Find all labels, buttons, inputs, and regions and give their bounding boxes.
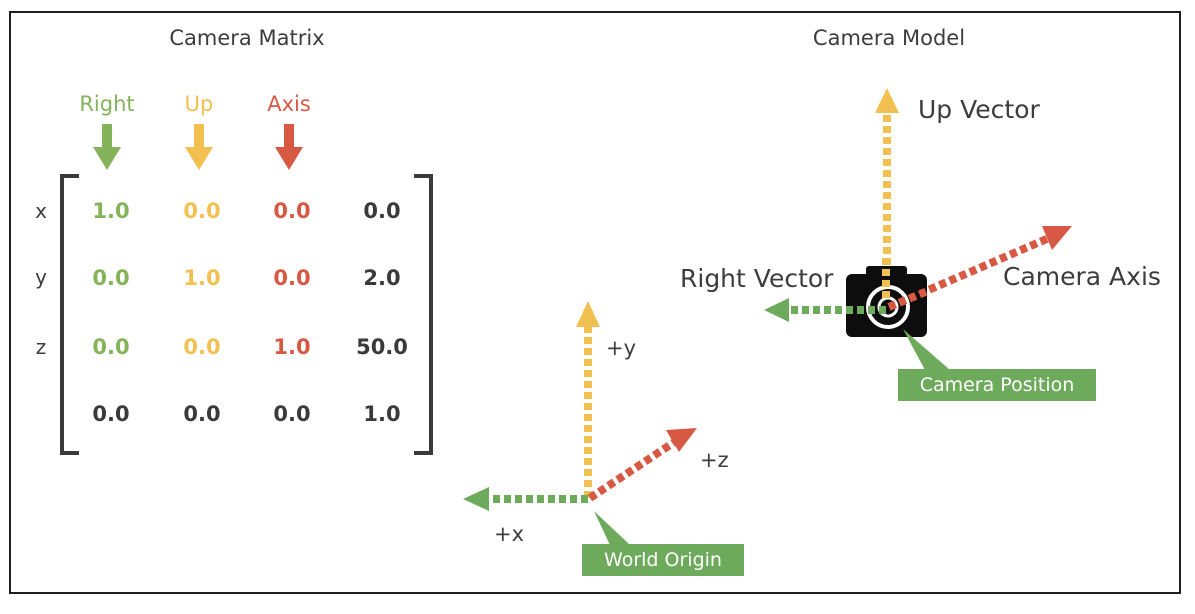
right-vector-label: Right Vector — [680, 264, 834, 293]
camera-position-label: Camera Position — [920, 374, 1075, 396]
matrix-row: 0.0 0.0 1.0 50.0 — [92, 335, 408, 359]
up-down-arrow-icon — [185, 124, 213, 170]
camera-position-callout: Camera Position — [898, 329, 1096, 401]
world-origin-label: World Origin — [604, 549, 722, 571]
matrix-row: 0.0 1.0 0.0 2.0 — [92, 266, 400, 290]
matrix-cell: 0.0 — [92, 402, 129, 426]
matrix-cell: 0.0 — [183, 199, 220, 223]
row-label-y: y — [35, 265, 47, 289]
column-header-right: Right — [79, 92, 134, 116]
matrix-cell: 50.0 — [356, 335, 408, 359]
world-y-axis-arrow — [576, 301, 600, 498]
column-header-up: Up — [185, 92, 214, 116]
matrix-cell: 2.0 — [363, 266, 400, 290]
matrix-cell: 0.0 — [183, 335, 220, 359]
camera-icon — [846, 258, 932, 337]
matrix-cell: 0.0 — [363, 199, 400, 223]
camera-model-title: Camera Model — [813, 26, 965, 50]
matrix-left-bracket — [60, 174, 79, 455]
axis-down-arrow-icon — [275, 124, 303, 170]
world-plus-z-label: +z — [700, 448, 729, 472]
matrix-cell: 1.0 — [183, 266, 220, 290]
world-x-axis-arrow — [463, 487, 588, 511]
matrix-cell: 0.0 — [273, 266, 310, 290]
camera-axis-label: Camera Axis — [1003, 262, 1161, 291]
up-vector-label: Up Vector — [918, 95, 1040, 124]
matrix-cell: 0.0 — [183, 402, 220, 426]
camera-up-vector-arrow — [875, 88, 899, 298]
camera-axis-arrow — [887, 226, 1072, 311]
matrix-cell: 0.0 — [273, 402, 310, 426]
right-down-arrow-icon — [93, 124, 121, 170]
matrix-cell: 0.0 — [92, 335, 129, 359]
camera-matrix-title: Camera Matrix — [169, 26, 324, 50]
world-z-axis-arrow — [587, 428, 697, 502]
matrix-cell: 1.0 — [273, 335, 310, 359]
matrix-cell: 1.0 — [363, 402, 400, 426]
row-label-x: x — [35, 199, 47, 223]
world-plus-x-label: +x — [494, 522, 524, 546]
matrix-row: 1.0 0.0 0.0 0.0 — [92, 199, 400, 223]
row-label-z: z — [36, 335, 47, 359]
world-plus-y-label: +y — [606, 336, 636, 360]
matrix-cell: 0.0 — [273, 199, 310, 223]
diagram-frame — [9, 11, 1181, 594]
world-origin-callout: World Origin — [582, 511, 744, 576]
matrix-row: 0.0 0.0 0.0 1.0 — [92, 402, 400, 426]
matrix-cell: 1.0 — [92, 199, 129, 223]
matrix-cell: 0.0 — [92, 266, 129, 290]
matrix-right-bracket — [414, 174, 433, 455]
column-header-axis: Axis — [267, 92, 311, 116]
